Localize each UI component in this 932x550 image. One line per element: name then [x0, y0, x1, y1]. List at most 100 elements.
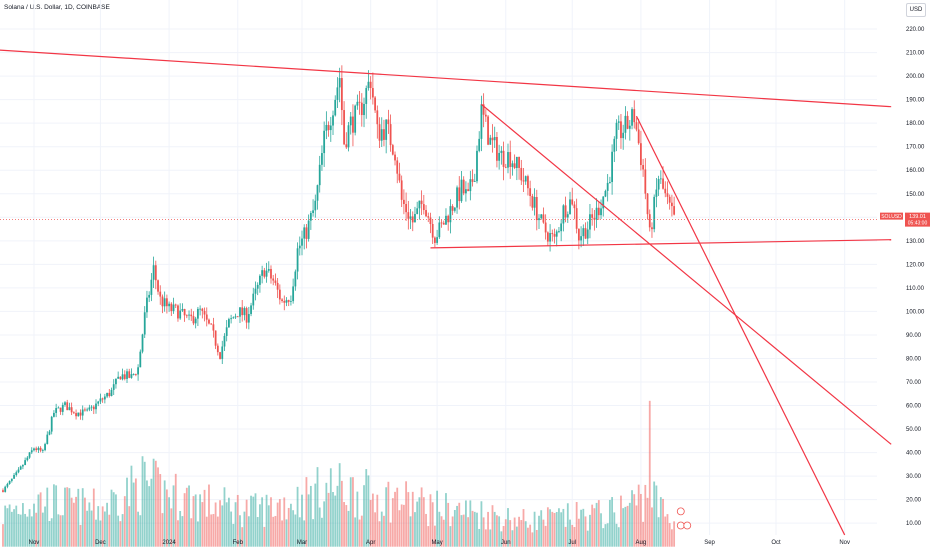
volume-bar [542, 519, 545, 547]
candle-body [283, 300, 286, 303]
candle-body [529, 188, 532, 196]
volume-bar [365, 469, 368, 547]
volume-bar [185, 487, 188, 547]
volume-bar [606, 523, 609, 547]
candle-body [232, 317, 235, 319]
volume-bar [411, 491, 414, 547]
volume-bar [391, 498, 394, 547]
volume-bar [400, 504, 403, 547]
candle-body [336, 87, 339, 100]
candle-body [267, 268, 270, 271]
volume-bar [529, 524, 532, 547]
candle-body [398, 173, 401, 181]
candle-body [117, 376, 120, 379]
volume-bar [59, 515, 62, 547]
candle-body [628, 125, 631, 129]
volume-bar [471, 510, 474, 547]
candle-body [460, 179, 463, 202]
volume-bar [651, 507, 653, 547]
volume-bar [134, 478, 137, 547]
candle-body [642, 165, 645, 170]
volume-bar [500, 531, 503, 547]
trendline [0, 49, 892, 108]
volume-bar [283, 497, 286, 547]
volume-bar [436, 490, 439, 547]
volume-bar [177, 520, 179, 547]
candle-body [659, 178, 662, 180]
volume-bar [376, 494, 379, 547]
candle-body [363, 103, 365, 116]
candle-body [544, 222, 547, 233]
candle-body [354, 105, 357, 133]
y-tick-label: 180.00 [906, 121, 925, 127]
volume-bar [86, 510, 89, 547]
candle-body [134, 374, 137, 375]
volume-bar [398, 510, 401, 547]
x-tick-label: Nov [839, 540, 850, 546]
candle-body [391, 145, 394, 155]
candle-body [349, 116, 352, 126]
candles [2, 65, 676, 493]
y-tick-label: 20.00 [906, 498, 922, 504]
y-tick-label: 110.00 [906, 286, 925, 292]
volume-bar [24, 513, 27, 547]
volume-bar [170, 508, 173, 547]
candle-body [48, 431, 51, 435]
volume-bar [518, 516, 520, 547]
volume-bar [243, 511, 246, 547]
price-tag-box [905, 212, 930, 227]
candle-body [402, 199, 405, 205]
volume-bar [659, 497, 662, 547]
volume-bar [37, 494, 40, 547]
candle-body [210, 323, 213, 325]
candle-body [254, 288, 257, 294]
candle-body [340, 78, 343, 111]
candle-body [513, 163, 516, 168]
candle-body [294, 271, 297, 287]
candle-body [345, 144, 348, 148]
candle-body [493, 136, 496, 141]
volume-bar [168, 497, 170, 547]
volume-bar [159, 474, 162, 547]
candle-body [668, 196, 671, 203]
volume-bar [626, 505, 629, 547]
volume-bar [84, 497, 86, 547]
volume-bar [110, 489, 113, 547]
candle-body [247, 314, 250, 323]
volume-bar [128, 506, 131, 547]
volume-bar [154, 460, 157, 547]
volume-bar [584, 516, 587, 547]
volume-bar [196, 521, 199, 547]
currency-button[interactable]: USD [906, 3, 926, 17]
volume-bar [318, 507, 321, 547]
candle-body [177, 305, 179, 319]
volume-bar [165, 489, 168, 547]
candle-body [230, 318, 233, 320]
candle-body [617, 121, 620, 123]
volume-bar [137, 511, 139, 547]
volume-bar [163, 480, 166, 547]
candle-body [2, 490, 4, 492]
candle-body [259, 275, 261, 285]
volume-bar [301, 494, 303, 547]
candle-body [203, 310, 206, 315]
y-tick-label: 80.00 [906, 356, 922, 362]
volume-bar [646, 497, 649, 547]
volume-bar [416, 501, 419, 547]
volume-bar [72, 502, 75, 547]
volume-bar [467, 517, 470, 547]
candle-body [569, 199, 571, 215]
candle-body [163, 298, 166, 307]
candle-body [77, 412, 80, 417]
candle-body [566, 214, 569, 218]
candle-body [157, 280, 159, 292]
volume-bar [666, 514, 669, 547]
candle-body [414, 213, 416, 223]
x-tick-label: Feb [233, 540, 244, 546]
volume-bar [438, 511, 441, 547]
volume-bar [507, 508, 509, 547]
candle-body [407, 212, 410, 219]
volume-bar [453, 509, 456, 547]
